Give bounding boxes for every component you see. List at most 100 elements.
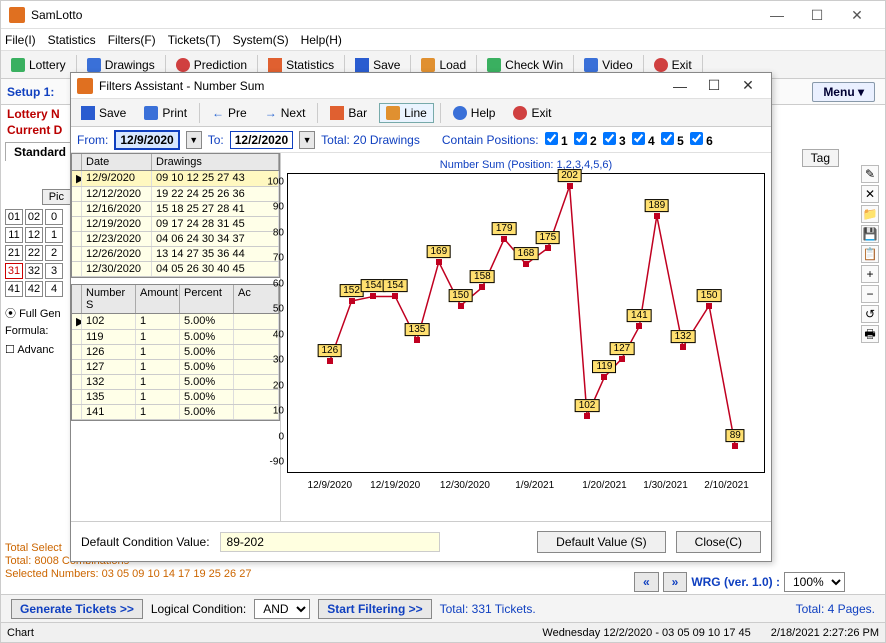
side-icon-3[interactable]: 💾 xyxy=(861,225,879,243)
menu-filtersf[interactable]: Filters(F) xyxy=(108,33,156,47)
num-22[interactable]: 22 xyxy=(25,245,43,261)
num-02[interactable]: 02 xyxy=(25,209,43,225)
from-date-input[interactable]: 12/9/2020 xyxy=(114,130,179,150)
full-gen-radio[interactable]: ⦿ Full Gen xyxy=(5,305,75,321)
wrg-percent-select[interactable]: 100% xyxy=(784,572,845,592)
num-42[interactable]: 42 xyxy=(25,281,43,297)
side-icon-2[interactable]: 📁 xyxy=(861,205,879,223)
save-button[interactable]: Save xyxy=(75,104,132,122)
menu-filei[interactable]: File(I) xyxy=(5,33,36,47)
help-button[interactable]: Help xyxy=(447,104,502,122)
num-21[interactable]: 21 xyxy=(5,245,23,261)
wrg-prev-button[interactable]: « xyxy=(634,572,659,592)
col-number[interactable]: Number S xyxy=(82,285,136,313)
side-icon-6[interactable]: − xyxy=(861,285,879,303)
drawings-row[interactable]: 12/30/202004 05 26 30 40 45 xyxy=(72,262,279,277)
num-2[interactable]: 2 xyxy=(45,245,63,261)
pos-check-3[interactable] xyxy=(603,132,616,145)
standard-tab[interactable]: Standard xyxy=(5,142,75,161)
num-32[interactable]: 32 xyxy=(25,263,43,279)
line-button[interactable]: Line xyxy=(379,103,434,123)
wrg-label: WRG (ver. 1.0) : xyxy=(691,575,780,589)
num-3[interactable]: 3 xyxy=(45,263,63,279)
logical-select[interactable]: AND xyxy=(254,599,310,619)
num-41[interactable]: 41 xyxy=(5,281,23,297)
menu-helph[interactable]: Help(H) xyxy=(301,33,342,47)
statistics-button[interactable]: Statistics xyxy=(262,56,340,74)
side-icon-5[interactable]: + xyxy=(861,265,879,283)
num-1[interactable]: 1 xyxy=(45,227,63,243)
drawings-button[interactable]: Drawings xyxy=(81,56,161,74)
close-dialog-button[interactable]: Close(C) xyxy=(676,531,761,553)
col-percent[interactable]: Percent xyxy=(180,285,234,313)
drawings-row[interactable]: ▶12/9/202009 10 12 25 27 43 xyxy=(72,171,279,187)
menu-statistics[interactable]: Statistics xyxy=(48,33,96,47)
drawings-row[interactable]: 12/12/202019 22 24 25 26 36 xyxy=(72,187,279,202)
pos-check-2[interactable] xyxy=(574,132,587,145)
num-4[interactable]: 4 xyxy=(45,281,63,297)
dialog-minimize-button[interactable]: — xyxy=(663,78,697,94)
side-icon-1[interactable]: ✕ xyxy=(861,185,879,203)
pick-button[interactable]: Pic xyxy=(42,189,71,205)
default-value-button[interactable]: Default Value (S) xyxy=(537,531,666,553)
dialog-close-button[interactable]: ✕ xyxy=(731,77,765,94)
summary-row[interactable]: 14115.00% xyxy=(72,405,279,420)
side-icon-7[interactable]: ↺ xyxy=(861,305,879,323)
video-button[interactable]: Video xyxy=(578,56,638,74)
side-icon-0[interactable]: ✎ xyxy=(861,165,879,183)
num-31[interactable]: 31 xyxy=(5,263,23,279)
side-icon-4[interactable]: 📋 xyxy=(861,245,879,263)
col-amount[interactable]: Amount xyxy=(136,285,180,313)
summary-row[interactable]: 13515.00% xyxy=(72,390,279,405)
close-button[interactable]: ✕ xyxy=(837,1,877,29)
drawings-row[interactable]: 12/23/202004 06 24 30 34 37 xyxy=(72,232,279,247)
to-date-input[interactable]: 12/2/2020 xyxy=(230,131,293,149)
load-button[interactable]: Load xyxy=(415,56,472,74)
generate-tickets-button[interactable]: Generate Tickets >> xyxy=(11,599,143,619)
pos-check-5[interactable] xyxy=(661,132,674,145)
summary-row[interactable]: 12615.00% xyxy=(72,345,279,360)
next-button[interactable]: →Next xyxy=(259,104,312,122)
condition-value[interactable]: 89-202 xyxy=(220,532,440,552)
tag-label[interactable]: Tag xyxy=(802,149,839,167)
start-filtering-button[interactable]: Start Filtering >> xyxy=(318,599,431,619)
maximize-button[interactable]: ☐ xyxy=(797,1,837,29)
x-tick: 12/30/2020 xyxy=(440,480,490,491)
summary-row[interactable]: 11915.00% xyxy=(72,330,279,345)
col-drawings[interactable]: Drawings xyxy=(152,154,279,170)
num-01[interactable]: 01 xyxy=(5,209,23,225)
dialog-maximize-button[interactable]: ☐ xyxy=(697,77,731,94)
pre-button[interactable]: ←Pre xyxy=(206,104,253,122)
drawings-row[interactable]: 12/26/202013 14 27 35 36 44 xyxy=(72,247,279,262)
num-0[interactable]: 0 xyxy=(45,209,63,225)
menu-systems[interactable]: System(S) xyxy=(233,33,289,47)
side-icon-8[interactable]: 🖶 xyxy=(861,325,879,343)
chart-marker xyxy=(392,293,398,299)
summary-row[interactable]: ▶10215.00% xyxy=(72,314,279,330)
prediction-button[interactable]: Prediction xyxy=(170,56,253,74)
save-button[interactable]: Save xyxy=(349,56,406,74)
exit-button[interactable]: Exit xyxy=(648,56,698,74)
pos-check-6[interactable] xyxy=(690,132,703,145)
summary-row[interactable]: 13215.00% xyxy=(72,375,279,390)
to-date-dropdown[interactable]: ▼ xyxy=(299,131,315,149)
check-win-button[interactable]: Check Win xyxy=(481,56,569,74)
lottery-button[interactable]: Lottery xyxy=(5,56,72,74)
menu-button[interactable]: Menu ▾ xyxy=(812,82,875,102)
pos-check-1[interactable] xyxy=(545,132,558,145)
exit-button[interactable]: Exit xyxy=(507,104,557,122)
pos-check-4[interactable] xyxy=(632,132,645,145)
num-12[interactable]: 12 xyxy=(25,227,43,243)
num-11[interactable]: 11 xyxy=(5,227,23,243)
menu-ticketst[interactable]: Tickets(T) xyxy=(168,33,221,47)
wrg-next-button[interactable]: » xyxy=(663,572,688,592)
bar-button[interactable]: Bar xyxy=(324,104,373,122)
print-button[interactable]: Print xyxy=(138,104,193,122)
summary-row[interactable]: 12715.00% xyxy=(72,360,279,375)
col-date[interactable]: Date xyxy=(82,154,152,170)
advanced-checkbox[interactable]: ☐ Advanc xyxy=(5,343,75,356)
minimize-button[interactable]: — xyxy=(757,1,797,29)
from-date-dropdown[interactable]: ▼ xyxy=(186,131,202,149)
drawings-row[interactable]: 12/16/202015 18 25 27 28 41 xyxy=(72,202,279,217)
drawings-row[interactable]: 12/19/202009 17 24 28 31 45 xyxy=(72,217,279,232)
